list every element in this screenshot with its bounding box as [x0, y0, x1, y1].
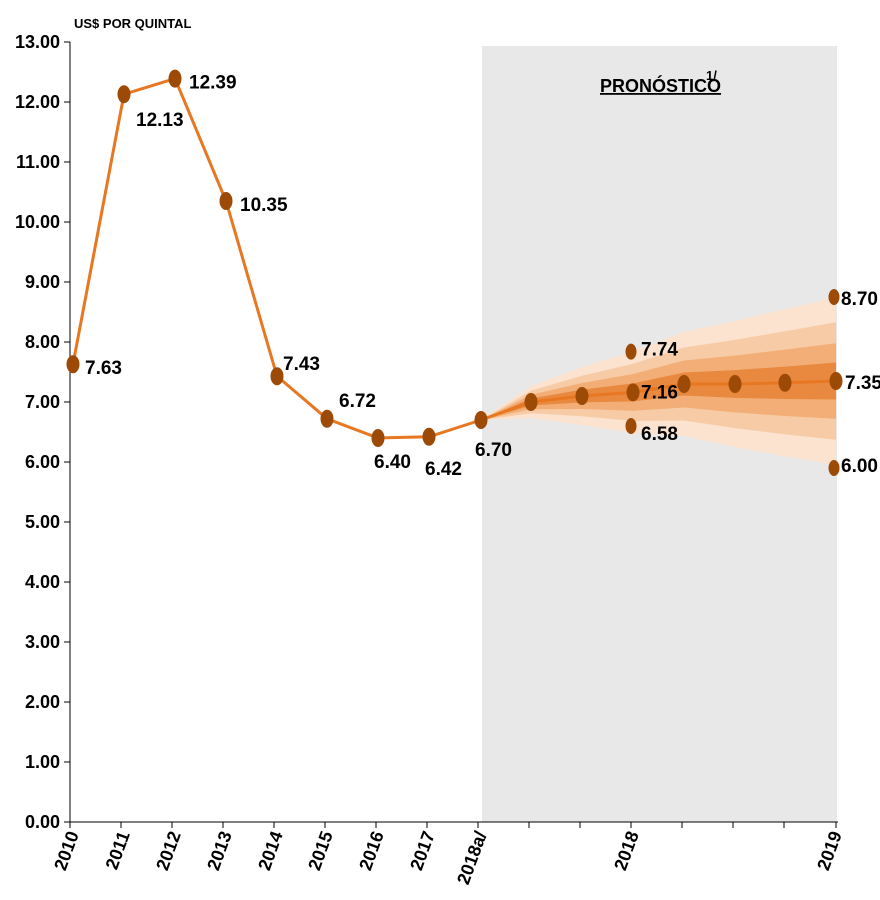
historical-point	[219, 192, 233, 210]
y-tick-label: 1.00	[25, 752, 60, 772]
y-tick-label: 13.00	[15, 32, 60, 52]
forecast-line	[480, 379, 837, 422]
historical-point	[66, 355, 80, 374]
y-tick-label: 12.00	[15, 92, 60, 112]
x-tick-label: 2012	[152, 829, 184, 873]
forecast-title: PRONÓSTICO	[600, 75, 721, 96]
x-ticks: 2010 2011 2012 2013 2014 2015 2016 2017 2018a/20…	[50, 822, 846, 888]
forecast-point	[524, 393, 538, 411]
historical-point	[371, 429, 385, 447]
y-axis-label: US$ POR QUINTAL	[74, 16, 192, 31]
y-tick-label: 8.00	[25, 332, 60, 352]
y-tick-label: 10.00	[15, 212, 60, 232]
x-tick-label: 2016	[355, 829, 387, 873]
historical-point	[320, 409, 334, 428]
historical-point	[422, 427, 436, 446]
data-points	[66, 69, 843, 476]
forecast-point	[575, 387, 589, 405]
x-tick-label: 2018	[610, 829, 642, 873]
y-tick-label: 11.00	[16, 152, 60, 172]
data-label: 10.35	[240, 195, 288, 216]
historical-point	[474, 411, 488, 429]
data-label: 6.40	[374, 452, 411, 473]
y-tick-label: 3.00	[25, 632, 60, 652]
data-label: 7.43	[283, 354, 320, 375]
y-tick-label: 7.00	[25, 392, 60, 412]
historical-point	[168, 69, 182, 88]
y-ticks: 0.00 1.00 2.00 3.00 4.00 5.00 6.00 7.00 8.00 9.00…	[15, 32, 70, 832]
data-label: 6.00	[841, 456, 878, 477]
data-label: 7.74	[641, 340, 678, 361]
fan-band-4	[481, 362, 836, 420]
data-label: 7.63	[85, 358, 122, 379]
data-label: 12.39	[189, 73, 237, 94]
x-tick-label: 2010	[50, 829, 82, 873]
bound-point-2018-lower	[625, 418, 637, 434]
historical-point	[117, 85, 131, 104]
forecast-point	[626, 383, 640, 402]
y-tick-label: 5.00	[25, 512, 60, 532]
data-label: 6.72	[339, 391, 376, 412]
x-tick-label: 2015	[304, 829, 336, 873]
forecast-fan	[481, 297, 836, 465]
forecast-point	[728, 375, 742, 393]
data-label: 6.70	[475, 440, 512, 461]
forecast-point	[778, 373, 792, 392]
x-tick-label: 2013	[203, 829, 235, 873]
data-label: 7.35	[845, 373, 880, 394]
forecast-superscript: 1/	[706, 68, 717, 83]
forecast-point	[829, 372, 843, 390]
y-tick-label: 9.00	[25, 272, 60, 292]
data-label: 12.13	[136, 110, 184, 131]
x-tick-label: 2018a/	[453, 829, 491, 888]
y-tick-label: 4.00	[25, 572, 60, 592]
bound-point-2018-upper	[625, 343, 637, 360]
data-label: 8.70	[841, 289, 878, 310]
y-tick-label: 6.00	[25, 452, 60, 472]
x-tick-label: 2014	[254, 829, 286, 873]
data-label: 7.16	[641, 382, 678, 403]
historical-point	[270, 367, 284, 386]
bound-point-2019-upper	[828, 289, 840, 305]
y-tick-label: 2.00	[25, 692, 60, 712]
y-tick-label: 0.00	[25, 812, 60, 832]
bound-point-2019-lower	[828, 460, 840, 476]
data-label: 6.42	[425, 459, 462, 480]
x-tick-label: 2017	[406, 829, 438, 873]
data-label: 6.58	[641, 424, 678, 445]
x-tick-label: 2011	[102, 829, 134, 873]
forecast-point	[677, 375, 691, 393]
x-tick-label: 2019	[813, 829, 845, 873]
